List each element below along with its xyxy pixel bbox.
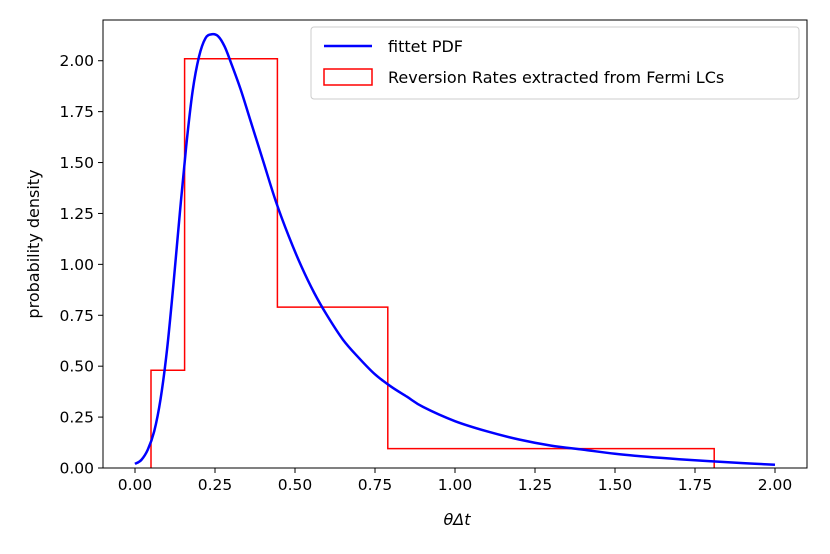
histogram-steps bbox=[150, 57, 715, 468]
y-tick-label: 0.25 bbox=[59, 409, 94, 427]
x-tick-label: 1.25 bbox=[518, 476, 553, 494]
y-tick-label: 1.50 bbox=[59, 154, 94, 172]
legend-label-hist: Reversion Rates extracted from Fermi LCs bbox=[388, 68, 724, 87]
y-tick-label: 1.25 bbox=[59, 205, 94, 223]
x-tick-label: 1.00 bbox=[438, 476, 473, 494]
plot-frame bbox=[102, 19, 808, 469]
x-tick-label: 0.50 bbox=[278, 476, 313, 494]
y-tick-label: 1.00 bbox=[59, 256, 94, 274]
x-tick-label: 0.00 bbox=[118, 476, 153, 494]
y-tick-label: 1.75 bbox=[59, 103, 94, 121]
legend-swatch-hist bbox=[323, 68, 373, 86]
series-layer bbox=[134, 32, 776, 468]
x-axis-label: θΔt bbox=[443, 510, 471, 529]
x-tick-label: 0.25 bbox=[198, 476, 233, 494]
legend-box bbox=[310, 26, 800, 100]
legend-label-pdf: fittet PDF bbox=[388, 37, 463, 56]
x-tick-label: 0.75 bbox=[358, 476, 393, 494]
x-tick-label: 1.75 bbox=[678, 476, 713, 494]
y-tick-label: 0.50 bbox=[59, 358, 94, 376]
legend: fittet PDF Reversion Rates extracted fro… bbox=[310, 26, 800, 100]
y-axis-label: probability density bbox=[24, 169, 43, 318]
x-tick-label: 1.50 bbox=[598, 476, 633, 494]
y-tick-label: 2.00 bbox=[59, 52, 94, 70]
pdf-line bbox=[134, 32, 776, 466]
axis-ticks: 0.00 0.25 0.50 0.75 1.00 1.25 1.50 1.75 2.00 0.00… bbox=[59, 52, 792, 494]
x-tick-label: 2.00 bbox=[758, 476, 793, 494]
y-tick-label: 0.75 bbox=[59, 307, 94, 325]
y-tick-label: 0.00 bbox=[59, 460, 94, 478]
